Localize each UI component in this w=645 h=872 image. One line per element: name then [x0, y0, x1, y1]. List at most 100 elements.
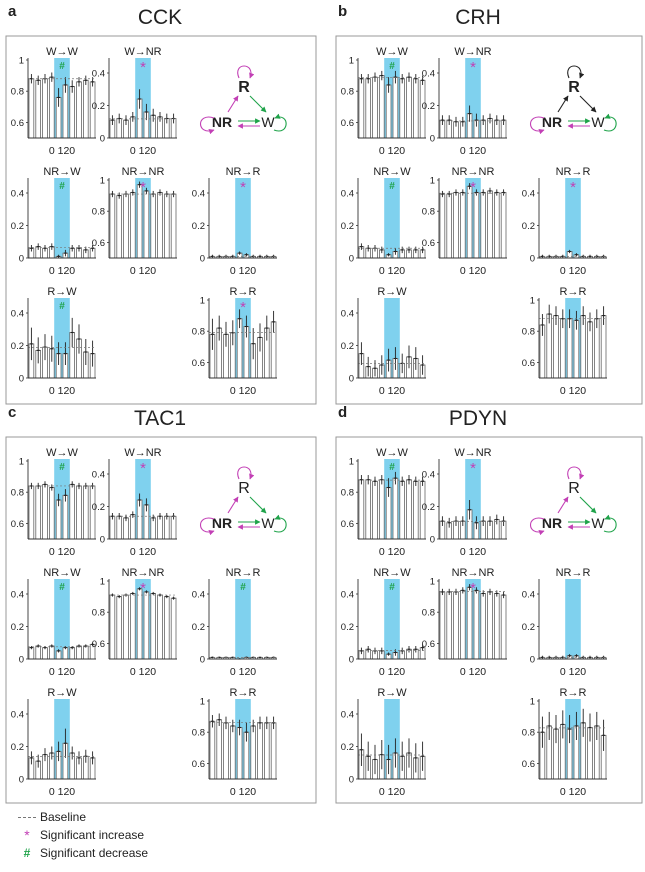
hash-icon: #	[23, 846, 31, 860]
y-tick-label: 1	[430, 176, 435, 187]
stim-window	[384, 178, 400, 258]
increase-marker: *	[240, 179, 246, 196]
node-NR: NR	[542, 515, 562, 531]
bar	[35, 645, 41, 660]
y-tick-label: 1	[100, 176, 105, 187]
bar	[42, 78, 48, 139]
x-axis-label: 0 120	[49, 786, 75, 798]
node-R: R	[568, 480, 580, 497]
panel-frame	[335, 436, 643, 804]
x-axis-label: 0 120	[560, 265, 586, 277]
subplot-title: R→W	[377, 687, 407, 699]
y-tick-label: 0.6	[522, 759, 535, 770]
decrease-marker: #	[389, 61, 395, 72]
y-tick-label: 0	[349, 775, 354, 786]
y-tick-label: 0.4	[192, 189, 205, 200]
y-tick-label: 0.4	[422, 470, 435, 481]
y-tick-label: 1	[100, 577, 105, 588]
subplot-title: NR→NR	[122, 567, 165, 579]
bar	[399, 78, 405, 139]
y-tick-label: 0.8	[192, 327, 205, 338]
bar	[412, 480, 419, 540]
panel-letter: b	[338, 3, 347, 20]
y-tick-label: 0.6	[192, 358, 205, 369]
panel-letter: a	[8, 3, 17, 20]
y-tick-label: 0.2	[11, 221, 24, 232]
panel-letter: c	[8, 404, 16, 421]
bar	[42, 483, 48, 540]
bar	[28, 78, 35, 139]
bar	[229, 725, 236, 780]
x-axis-label: 0 120	[49, 546, 75, 558]
x-axis-label: 0 120	[379, 145, 405, 157]
node-R: R	[568, 79, 580, 96]
panel-frame	[5, 436, 317, 804]
node-R: R	[238, 79, 250, 96]
node-NR: NR	[212, 114, 232, 130]
bar	[35, 485, 41, 540]
increase-marker: *	[470, 59, 476, 76]
increase-marker: *	[470, 460, 476, 477]
bar	[150, 593, 157, 660]
self-loop-R	[237, 65, 255, 79]
y-tick-label: 0.6	[522, 358, 535, 369]
subplot-title: R→W	[47, 687, 77, 699]
y-tick-label: 0.2	[11, 341, 24, 352]
y-tick-label: 0.6	[11, 519, 24, 530]
y-tick-label: 0	[349, 254, 354, 265]
bar	[109, 193, 116, 259]
subplot-title: NR→R	[556, 166, 591, 178]
y-tick-label: 0.8	[422, 207, 435, 218]
subplot-title: W→NR	[124, 447, 161, 459]
bar	[439, 591, 446, 660]
y-tick-label: 0.2	[341, 742, 354, 753]
bar	[399, 480, 405, 540]
subplot-title: W→W	[376, 46, 408, 58]
y-tick-label: 0.2	[422, 101, 435, 112]
bar	[223, 722, 229, 780]
y-tick-label: 0.6	[11, 118, 24, 129]
self-loop-R	[237, 466, 255, 480]
panel-frame	[335, 35, 643, 405]
y-tick-label: 0.2	[522, 622, 535, 633]
edge-NR-R	[557, 95, 569, 113]
y-tick-label: 0	[200, 254, 205, 265]
y-tick-label: 0.8	[92, 207, 105, 218]
panel-frame	[5, 35, 317, 405]
y-tick-label: 0.4	[341, 590, 354, 601]
bar	[129, 192, 136, 259]
bar	[49, 76, 55, 139]
bar	[109, 594, 116, 660]
subplot-title: W→W	[376, 447, 408, 459]
x-axis-label: 0 120	[230, 385, 256, 397]
y-tick-label: 0.2	[341, 341, 354, 352]
bar	[378, 75, 385, 139]
y-tick-label: 0.2	[11, 622, 24, 633]
y-tick-label: 0.2	[192, 221, 205, 232]
y-tick-label: 0.8	[341, 488, 354, 499]
y-tick-label: 1	[530, 697, 535, 708]
bar	[143, 591, 150, 660]
bar	[412, 78, 419, 139]
y-tick-label: 0.2	[341, 221, 354, 232]
y-tick-label: 0	[19, 655, 24, 666]
x-axis-label: 0 120	[130, 265, 156, 277]
y-tick-label: 0.2	[522, 221, 535, 232]
y-tick-label: 0.8	[11, 488, 24, 499]
self-loop-NR	[529, 517, 545, 536]
legend-decrease: Significant decrease	[40, 846, 149, 860]
subplot-title: NR→R	[226, 567, 261, 579]
decrease-marker: #	[59, 462, 65, 473]
bar	[365, 78, 371, 139]
bar	[446, 591, 452, 660]
panel-title: TAC1	[134, 407, 186, 430]
bar	[392, 76, 399, 139]
legend: Baseline * Significant increase # Signific…	[14, 808, 148, 862]
bar	[466, 185, 473, 259]
bar	[49, 645, 55, 660]
y-tick-label: 0.6	[422, 238, 435, 249]
bar	[378, 479, 385, 540]
y-tick-label: 0.6	[422, 639, 435, 650]
bar	[500, 594, 507, 660]
